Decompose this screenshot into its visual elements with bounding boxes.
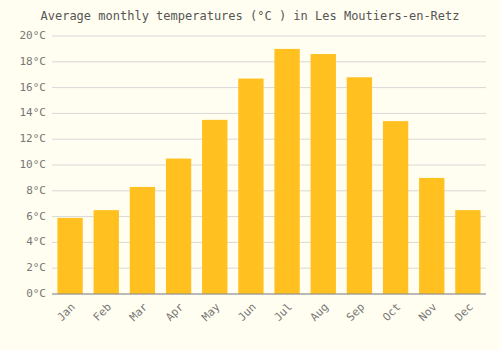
grid-line — [52, 294, 486, 295]
y-axis: 0°C 2°C 4°C 6°C 8°C 10°C 12°C 14°C 16°C 18°C 20°C — [20, 29, 47, 300]
chart: 0°C 2°C 4°C 6°C 8°C 10°C 12°C 14°C 16°C 18°C 20°C J… — [0, 0, 500, 350]
y-tick-label: 12°C — [20, 132, 47, 145]
x-axis-line — [52, 294, 486, 295]
grid-line — [52, 113, 486, 114]
y-tick-label: 4°C — [26, 235, 46, 248]
title: Average monthly temperatures (°C ) in Le… — [40, 9, 459, 23]
x-tick-label: Oct — [380, 301, 403, 324]
bar — [419, 178, 444, 294]
x-tick-label: Mar — [127, 300, 151, 324]
bar — [94, 210, 119, 294]
y-tick-label: 16°C — [20, 81, 47, 94]
y-tick-label: 6°C — [26, 210, 46, 223]
bar — [57, 218, 82, 294]
grid-line — [52, 36, 486, 37]
bar — [130, 187, 155, 294]
y-tick-label: 2°C — [26, 261, 46, 274]
page: {"chart_data": {"type": "bar", "title": … — [0, 0, 500, 350]
bar — [202, 120, 227, 294]
bar — [383, 121, 408, 294]
bar — [166, 159, 191, 294]
bar — [455, 210, 480, 294]
y-tick-label: 10°C — [20, 158, 47, 171]
x-axis: Jan Feb Mar Apr May Jun Jul Aug Sep Oct Nov Dec — [55, 300, 476, 324]
y-tick-label: 20°C — [20, 29, 47, 42]
x-tick-label: Dec — [452, 301, 475, 324]
x-tick-label: Aug — [308, 301, 331, 324]
x-tick-label: May — [199, 300, 223, 324]
x-tick-label: Jun — [235, 301, 258, 324]
grid-line — [52, 139, 486, 140]
bar — [311, 54, 336, 294]
x-tick-label: Sep — [344, 301, 367, 324]
grid-line — [52, 87, 486, 88]
chart-container: 0°C 2°C 4°C 6°C 8°C 10°C 12°C 14°C 16°C 18°C 20°C J… — [0, 0, 500, 350]
y-tick-label: 14°C — [20, 106, 47, 119]
x-tick-label: Jul — [272, 301, 295, 324]
y-tick-label: 18°C — [20, 55, 47, 68]
x-tick-label: Feb — [91, 301, 114, 324]
grid — [52, 36, 486, 294]
bar — [238, 79, 263, 294]
y-tick-label: 0°C — [26, 287, 46, 300]
x-tick-label: Apr — [163, 300, 187, 324]
x-tick-label: Nov — [416, 300, 440, 324]
grid-line — [52, 61, 486, 62]
grid-line — [52, 165, 486, 166]
bar — [347, 77, 372, 294]
y-tick-label: 8°C — [26, 184, 46, 197]
background — [0, 0, 500, 350]
bar — [274, 49, 299, 294]
bars — [57, 49, 480, 294]
x-tick-label: Jan — [55, 301, 78, 324]
